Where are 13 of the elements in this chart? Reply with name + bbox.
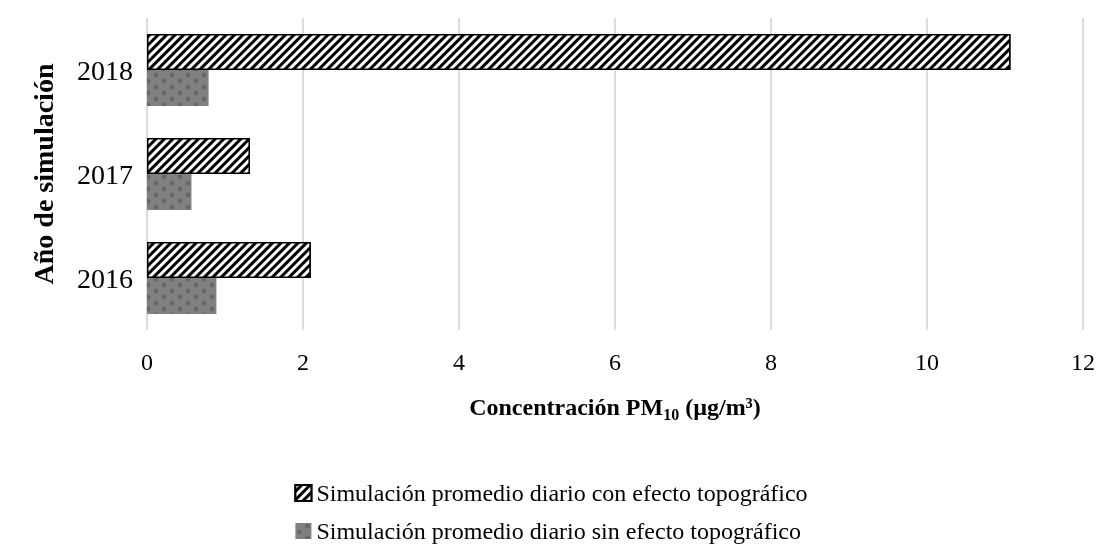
legend-label: Simulación promedio diario con efecto topográfico (316, 480, 808, 506)
x-tick-label: 6 (609, 349, 621, 375)
x-tick-label: 10 (915, 349, 939, 375)
x-tick-label: 0 (141, 349, 153, 375)
x-tick-label: 4 (453, 349, 465, 375)
y-tick-label: 2016 (77, 262, 133, 294)
y-tick-label: 2018 (77, 54, 133, 86)
legend-label: Simulación promedio diario sin efecto topográfico (316, 518, 801, 544)
x-tick-label: 8 (765, 349, 777, 375)
y-axis-title: Año de simulación (27, 63, 59, 285)
x-tick-label: 12 (1071, 349, 1095, 375)
x-tick-label: 2 (297, 349, 309, 375)
y-tick-label: 2017 (77, 158, 133, 190)
